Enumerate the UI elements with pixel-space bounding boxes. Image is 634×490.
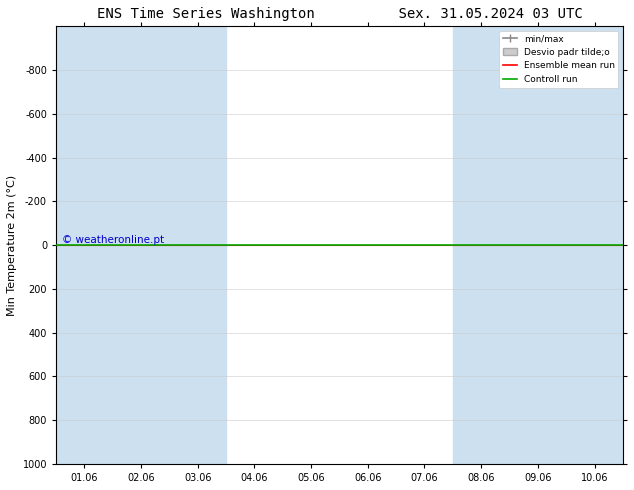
Legend: min/max, Desvio padr tilde;o, Ensemble mean run, Controll run: min/max, Desvio padr tilde;o, Ensemble m… xyxy=(500,31,618,88)
Bar xyxy=(453,26,595,464)
Bar xyxy=(56,26,226,464)
Bar xyxy=(595,26,634,464)
Title: ENS Time Series Washington          Sex. 31.05.2024 03 UTC: ENS Time Series Washington Sex. 31.05.20… xyxy=(96,7,583,21)
Y-axis label: Min Temperature 2m (°C): Min Temperature 2m (°C) xyxy=(7,174,17,316)
Text: © weatheronline.pt: © weatheronline.pt xyxy=(61,235,164,245)
